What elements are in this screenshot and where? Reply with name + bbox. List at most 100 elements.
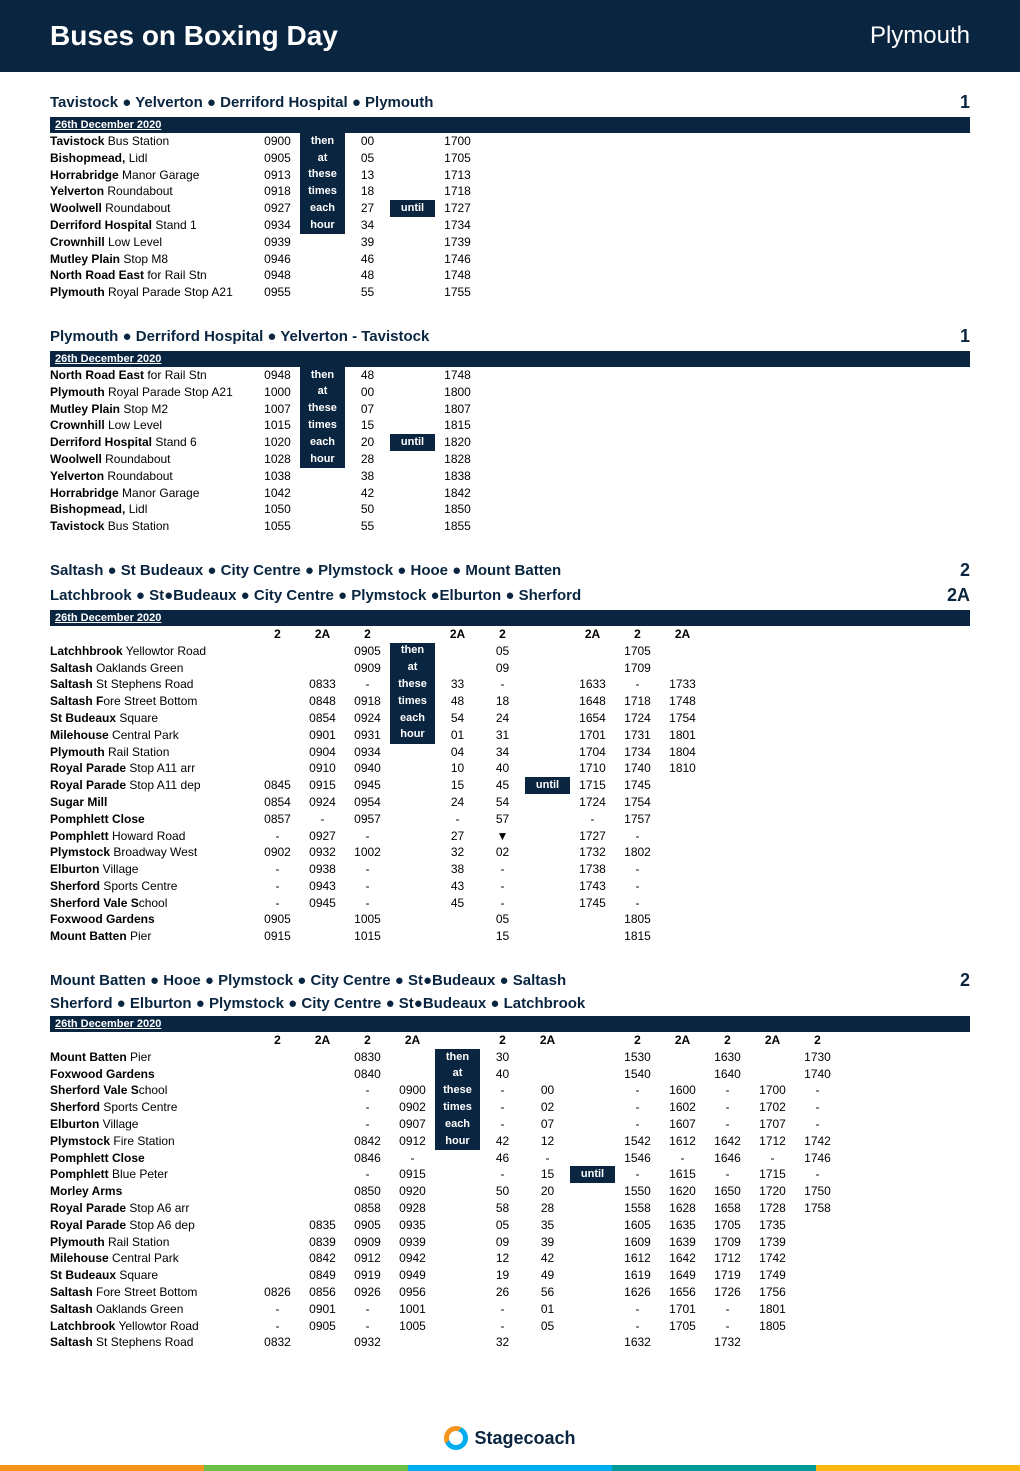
time-cell: 1815 (435, 417, 480, 434)
time-cell: 20 (525, 1183, 570, 1200)
time-cell (300, 485, 345, 502)
time-cell: 0915 (300, 777, 345, 794)
time-cell: - (615, 1082, 660, 1099)
time-cell: 0948 (255, 267, 300, 284)
time-cell: times (300, 417, 345, 434)
date-bar: 26th December 2020 (50, 610, 970, 626)
time-cell: 1001 (390, 1301, 435, 1318)
time-cell (570, 1150, 615, 1167)
time-cell (255, 693, 300, 710)
time-cell: 1734 (435, 217, 480, 234)
time-cell: 32 (435, 844, 480, 861)
stagecoach-logo: Stagecoach (444, 1426, 575, 1450)
stop-name: Plymouth Royal Parade Stop A21 (50, 384, 255, 401)
time-cell: then (300, 133, 345, 150)
route-number: 1 (960, 326, 970, 347)
time-cell: times (435, 1099, 480, 1116)
time-cell: - (345, 1116, 390, 1133)
time-cell (255, 660, 300, 677)
time-cell: 49 (525, 1267, 570, 1284)
time-cell: 1620 (660, 1183, 705, 1200)
date-bar: 26th December 2020 (50, 117, 970, 133)
time-cell (390, 1334, 435, 1351)
time-cell (300, 1200, 345, 1217)
time-cell (300, 1082, 345, 1099)
time-cell: 58 (480, 1200, 525, 1217)
time-cell: 1055 (255, 518, 300, 535)
stop-name: Milehouse Central Park (50, 1250, 255, 1267)
time-cell: 42 (525, 1250, 570, 1267)
time-cell: 1727 (435, 200, 480, 217)
time-cell: 1735 (750, 1217, 795, 1234)
time-cell: 34 (345, 217, 390, 234)
time-cell (300, 234, 345, 251)
time-cell: these (300, 401, 345, 418)
time-cell (255, 710, 300, 727)
time-cell: 0949 (390, 1267, 435, 1284)
time-cell: - (615, 895, 660, 912)
time-cell: 00 (345, 384, 390, 401)
stop-name: Sherford Vale School (50, 895, 255, 912)
time-cell: 1730 (795, 1049, 840, 1066)
time-cell: 1546 (615, 1150, 660, 1167)
time-cell: 1542 (615, 1133, 660, 1150)
time-cell: hour (435, 1133, 480, 1150)
time-cell (390, 284, 435, 301)
route-title: Sherford ● Elburton ● Plymstock ● City C… (50, 995, 585, 1012)
time-cell: 1805 (750, 1318, 795, 1335)
time-cell: - (345, 1166, 390, 1183)
time-cell (570, 1133, 615, 1150)
time-cell: 1650 (705, 1183, 750, 1200)
time-cell: 15 (525, 1166, 570, 1183)
time-cell: - (255, 861, 300, 878)
time-cell: 1739 (435, 234, 480, 251)
time-cell: 0918 (255, 183, 300, 200)
stop-name: Royal Parade Stop A11 dep (50, 777, 255, 794)
time-cell: 1713 (435, 167, 480, 184)
time-cell: - (705, 1116, 750, 1133)
time-cell: hour (390, 727, 435, 744)
time-cell (525, 811, 570, 828)
time-cell: each (300, 434, 345, 451)
time-cell (390, 167, 435, 184)
time-cell (750, 1049, 795, 1066)
time-cell: 1633 (570, 676, 615, 693)
time-cell: 0858 (345, 1200, 390, 1217)
time-cell: 50 (480, 1183, 525, 1200)
time-cell (255, 1133, 300, 1150)
time-cell: 1801 (660, 727, 705, 744)
time-cell (660, 1066, 705, 1083)
time-cell (525, 1334, 570, 1351)
time-cell: 1626 (615, 1284, 660, 1301)
time-cell: 0905 (255, 911, 300, 928)
time-cell: 1042 (255, 485, 300, 502)
time-cell: 1038 (255, 468, 300, 485)
time-cell (660, 1049, 705, 1066)
time-cell (570, 1234, 615, 1251)
time-cell (390, 468, 435, 485)
time-cell: 1754 (615, 794, 660, 811)
time-cell: 45 (435, 895, 480, 912)
time-cell: 1740 (795, 1066, 840, 1083)
time-cell (570, 643, 615, 660)
time-cell: - (615, 1116, 660, 1133)
time-cell: 0955 (255, 284, 300, 301)
time-cell: 0934 (255, 217, 300, 234)
time-cell: 0839 (300, 1234, 345, 1251)
time-cell: 1745 (570, 895, 615, 912)
time-cell (390, 878, 435, 895)
time-cell (390, 1049, 435, 1066)
time-cell: 1705 (660, 1318, 705, 1335)
time-cell (390, 744, 435, 761)
time-cell (300, 1049, 345, 1066)
time-cell: 01 (525, 1301, 570, 1318)
time-cell (660, 777, 705, 794)
time-cell: 1709 (705, 1234, 750, 1251)
service-header: 2 (705, 1032, 750, 1049)
time-cell (525, 693, 570, 710)
time-cell: 0826 (255, 1284, 300, 1301)
page-header: Buses on Boxing Day Plymouth (0, 0, 1020, 72)
time-cell (390, 1066, 435, 1083)
service-header: 2 (615, 1032, 660, 1049)
time-cell: - (480, 676, 525, 693)
